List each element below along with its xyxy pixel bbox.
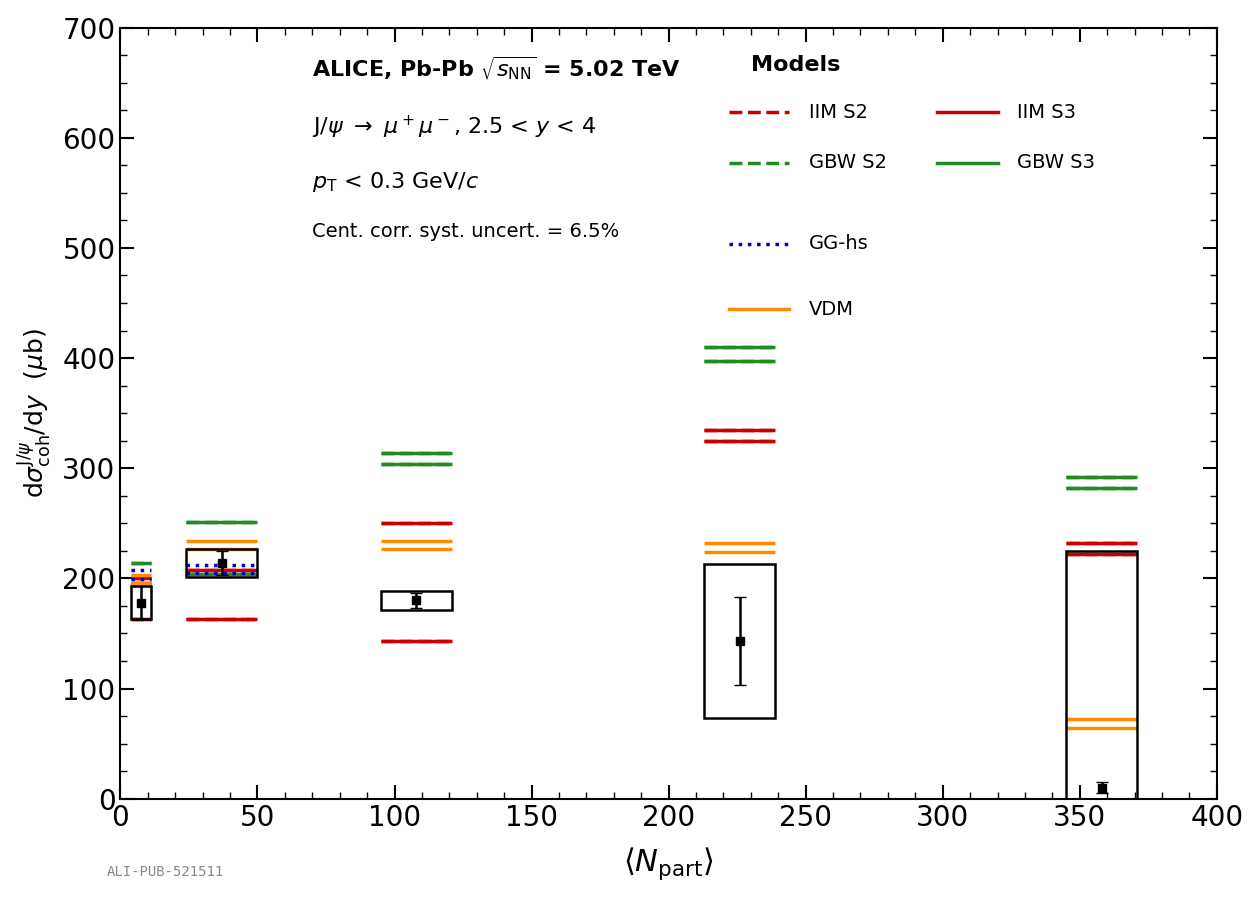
Bar xyxy=(1066,551,1138,798)
Text: $p_{\mathrm{T}}$ < 0.3 GeV/$c$: $p_{\mathrm{T}}$ < 0.3 GeV/$c$ xyxy=(312,170,479,194)
X-axis label: $\langle N_{\mathrm{part}} \rangle$: $\langle N_{\mathrm{part}} \rangle$ xyxy=(624,845,714,882)
Text: GBW S2: GBW S2 xyxy=(809,153,887,172)
Text: Cent. corr. syst. uncert. = 6.5%: Cent. corr. syst. uncert. = 6.5% xyxy=(312,222,620,241)
Bar xyxy=(131,586,151,619)
Text: GBW S3: GBW S3 xyxy=(1017,153,1095,172)
Text: IIM S2: IIM S2 xyxy=(809,103,868,122)
Text: ALICE, Pb-Pb $\sqrt{s_{\mathrm{NN}}}$ = 5.02 TeV: ALICE, Pb-Pb $\sqrt{s_{\mathrm{NN}}}$ = … xyxy=(312,55,680,83)
Bar xyxy=(186,548,257,577)
Text: Models: Models xyxy=(751,55,840,75)
Text: J/$\psi$ $\rightarrow$ $\mu^+\mu^-$, 2.5 < $y$ < 4: J/$\psi$ $\rightarrow$ $\mu^+\mu^-$, 2.5… xyxy=(312,114,596,141)
Y-axis label: d$\sigma^{\mathrm{J/}\psi}_{\mathrm{coh}}$/d$y$  ($\mu$b): d$\sigma^{\mathrm{J/}\psi}_{\mathrm{coh}… xyxy=(16,328,54,498)
Text: IIM S3: IIM S3 xyxy=(1017,103,1076,122)
Text: VDM: VDM xyxy=(809,299,854,318)
Bar xyxy=(704,564,775,718)
Text: ALI-PUB-521511: ALI-PUB-521511 xyxy=(107,865,224,879)
Text: GG-hs: GG-hs xyxy=(809,234,868,253)
Bar xyxy=(381,591,452,610)
